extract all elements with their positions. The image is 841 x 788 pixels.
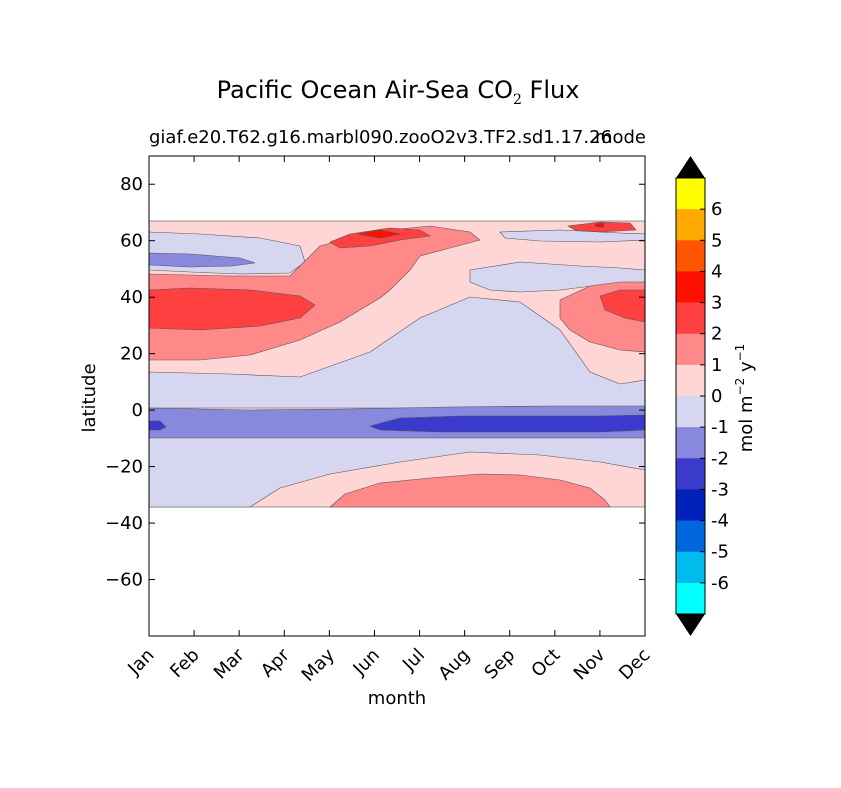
colorbar-tick-label: -5 <box>711 542 729 563</box>
colorbar-tick-label: 2 <box>711 324 722 345</box>
contour-region-south-positive <box>329 473 611 508</box>
colorbar-tick-label: -1 <box>711 417 729 438</box>
contour-region-equatorial-core-west <box>149 420 167 431</box>
y-axis-label: latitude <box>79 363 100 432</box>
colorbar: 6 5 4 3 2 1 0 -1 -2 -3 -4 -5 -6 <box>675 156 729 636</box>
colorbar-swatch <box>676 240 705 272</box>
colorbar-tick-label: 4 <box>711 261 722 282</box>
colorbar-swatch <box>676 427 705 459</box>
colorbar-swatch <box>676 551 705 584</box>
colorbar-tick-label: -3 <box>711 479 729 500</box>
colorbar-tick-label: -6 <box>711 573 729 594</box>
y-tick-label: −40 <box>105 513 143 534</box>
x-tick-label: Jan <box>123 645 158 680</box>
colorbar-tick-label: 6 <box>711 199 722 220</box>
contour-region-north-max-east <box>599 289 645 323</box>
contour-region-ne-core <box>594 222 605 228</box>
x-tick-label: Dec <box>615 645 654 684</box>
colorbar-swatch <box>676 271 705 303</box>
chart-subtitle-case: giaf.e20.T62.g16.marbl090.zooO2v3.TF2.sd… <box>149 127 612 148</box>
x-tick-label: Jul <box>398 645 429 676</box>
x-tick-label: Mar <box>210 644 249 683</box>
colorbar-swatch <box>676 333 705 366</box>
contour-region-subpolar-core <box>357 229 401 239</box>
colorbar-extend-min <box>676 614 705 636</box>
colorbar-label: mol m−2 y−1 <box>733 344 757 453</box>
plot-frame <box>148 155 646 637</box>
colorbar-tick-label: -4 <box>711 511 729 532</box>
colorbar-swatch <box>676 396 705 428</box>
x-axis-label: month <box>368 688 426 709</box>
x-tick-label: Jun <box>349 645 384 680</box>
contour-region-south-low <box>149 435 645 508</box>
y-tick-label: −20 <box>105 457 143 478</box>
colorbar-swatch <box>676 520 705 553</box>
chart-title: Pacific Ocean Air-Sea CO2 Flux <box>216 76 580 108</box>
x-tick-label: Nov <box>570 644 610 684</box>
chart-subtitle-mode: mode <box>594 127 646 148</box>
y-tick-label: 20 <box>120 344 143 365</box>
colorbar-swatch <box>676 582 705 615</box>
y-tick-label: 40 <box>120 287 143 308</box>
colorbar-tick-label: 1 <box>711 355 722 376</box>
x-tick-label: Apr <box>257 644 294 681</box>
colorbar-swatch <box>676 364 705 397</box>
y-axis: 80 60 40 20 0 −20 −40 −60 <box>105 174 645 591</box>
contour-region-north-low-band2 <box>149 252 256 268</box>
contour-region-equatorial-core <box>369 414 645 433</box>
colorbar-tick-label: 3 <box>711 293 722 314</box>
x-tick-label: Feb <box>166 645 203 682</box>
y-tick-label: −60 <box>105 570 143 591</box>
colorbar-swatch <box>676 178 705 210</box>
y-tick-label: 80 <box>120 174 143 195</box>
contour-region-north-max-west <box>149 287 316 331</box>
contour-region-high-north-east <box>499 229 645 243</box>
colorbar-tick-label: -2 <box>711 448 729 469</box>
colorbar-swatch <box>676 302 705 335</box>
colorbar-extend-max <box>676 156 705 178</box>
colorbar-tick-label: 0 <box>711 386 722 407</box>
colorbar-swatch <box>676 209 705 241</box>
x-tick-label: May <box>298 644 339 685</box>
colorbar-swatch <box>676 489 705 521</box>
x-tick-label: Aug <box>434 645 474 685</box>
colorbar-tick-label: 5 <box>711 230 722 251</box>
y-tick-label: 60 <box>120 231 143 252</box>
x-tick-label: Oct <box>527 645 564 682</box>
contour-region-central-low <box>149 296 645 409</box>
x-tick-label: Sep <box>480 645 519 684</box>
colorbar-swatch <box>676 458 705 490</box>
y-tick-label: 0 <box>132 400 143 421</box>
